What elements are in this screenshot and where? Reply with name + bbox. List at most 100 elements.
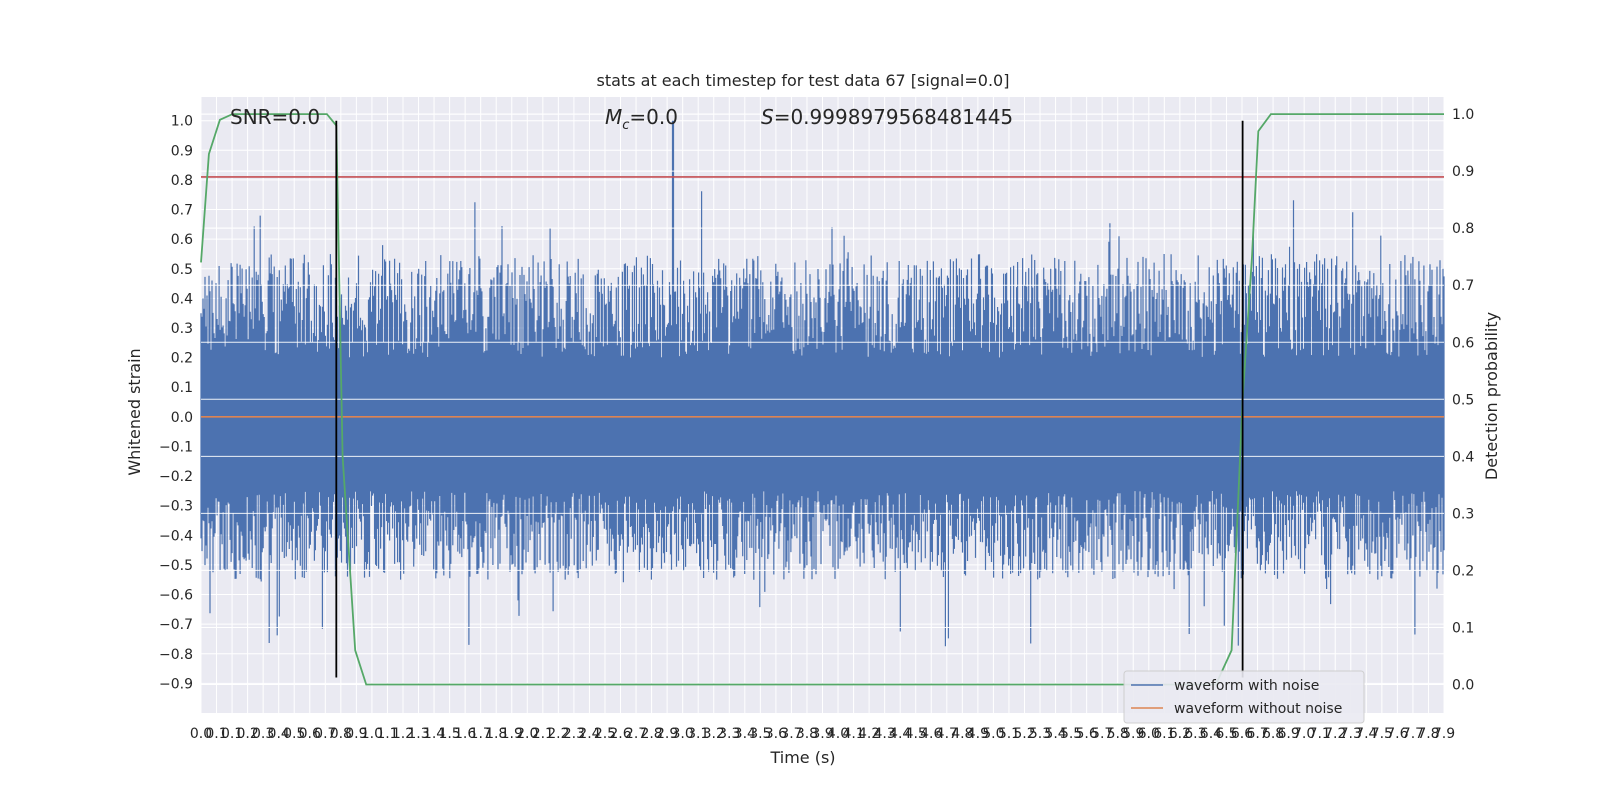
x-tick-label: 3.7: [780, 726, 802, 742]
x-tick-label: 6.0: [1138, 726, 1160, 742]
y-tick-label-right: 0.5: [1452, 392, 1474, 408]
x-tick-label: 7.5: [1371, 726, 1393, 742]
x-tick-label: 7.2: [1324, 726, 1346, 742]
x-tick-label: 1.8: [485, 726, 507, 742]
x-tick-label: 2.5: [594, 726, 616, 742]
x-axis-label: Time (s): [769, 748, 835, 767]
y-tick-label-right: 0.1: [1452, 620, 1474, 636]
x-tick-label: 7.1: [1309, 726, 1331, 742]
x-tick-label: 0.6: [299, 726, 321, 742]
x-tick-label: 1.3: [407, 726, 429, 742]
x-tick-label: 7.7: [1402, 726, 1424, 742]
y-tick-label-left: −0.8: [159, 647, 193, 663]
x-tick-label: 6.8: [1262, 726, 1284, 742]
x-tick-label: 2.1: [532, 726, 554, 742]
x-tick-label: 6.9: [1277, 726, 1299, 742]
x-tick-label: 7.4: [1355, 726, 1377, 742]
x-tick-label: 4.5: [905, 726, 927, 742]
score-symbol: S: [761, 105, 774, 129]
y-tick-label-right: 0.7: [1452, 278, 1474, 294]
x-tick-label: 1.4: [423, 726, 445, 742]
x-tick-label: 5.0: [982, 726, 1004, 742]
x-tick-label: 3.4: [734, 726, 756, 742]
x-tick-label: 4.1: [842, 726, 864, 742]
x-tick-label: 0.2: [236, 726, 258, 742]
x-tick-label: 7.3: [1340, 726, 1362, 742]
y-tick-label-right: 0.3: [1452, 506, 1474, 522]
x-tick-label: 4.7: [936, 726, 958, 742]
y-tick-label-right: 0.9: [1452, 164, 1474, 180]
x-tick-label: 5.2: [1013, 726, 1035, 742]
y-tick-label-left: −0.9: [159, 676, 193, 692]
x-tick-label: 4.2: [858, 726, 880, 742]
y-tick-label-left: 0.0: [171, 410, 193, 426]
x-tick-label: 6.5: [1215, 726, 1237, 742]
legend-label-clean: waveform without noise: [1174, 701, 1342, 717]
x-tick-label: 1.5: [438, 726, 460, 742]
x-tick-label: 2.7: [625, 726, 647, 742]
x-tick-label: 2.6: [609, 726, 631, 742]
y-tick-label-left: 0.9: [171, 143, 193, 159]
chirp-mass-subscript: c: [622, 118, 629, 133]
y-tick-label-left: 0.3: [171, 321, 193, 337]
score-value: =0.9998979568481445: [774, 105, 1013, 129]
x-tick-label: 1.7: [470, 726, 492, 742]
x-tick-label: 7.6: [1386, 726, 1408, 742]
x-tick-label: 7.8: [1417, 726, 1439, 742]
x-tick-label: 0.7: [314, 726, 336, 742]
x-tick-label: 6.3: [1184, 726, 1206, 742]
chirp-mass-value: =0.0: [629, 105, 678, 129]
legend: waveform with noise waveform without noi…: [1123, 670, 1365, 724]
y-tick-label-left: 0.1: [171, 380, 193, 396]
overlays: [200, 113, 1444, 686]
y-tick-label-left: 0.8: [171, 173, 193, 189]
y-tick-label-right: 0.6: [1452, 335, 1474, 351]
y-tick-label-left: −0.4: [159, 528, 193, 544]
y-tick-label-right: 0.0: [1452, 677, 1474, 693]
x-tick-label: 6.6: [1231, 726, 1253, 742]
x-tick-label: 2.8: [640, 726, 662, 742]
score-annotation: S=0.9998979568481445: [761, 105, 1013, 129]
snr-annotation: SNR=0.0: [230, 105, 320, 129]
x-tick-label: 3.8: [796, 726, 818, 742]
y-tick-label-left: −0.3: [159, 499, 193, 515]
x-tick-label: 3.6: [765, 726, 787, 742]
y-tick-label-left: −0.5: [159, 558, 193, 574]
ticks: 1.00.90.80.70.60.50.40.30.20.10.0−0.1−0.…: [159, 107, 1474, 742]
x-tick-label: 5.5: [1060, 726, 1082, 742]
x-tick-label: 0.3: [252, 726, 274, 742]
x-tick-label: 4.0: [827, 726, 849, 742]
x-tick-label: 1.1: [376, 726, 398, 742]
x-tick-label: 4.8: [951, 726, 973, 742]
x-tick-label: 0.9: [345, 726, 367, 742]
x-tick-label: 5.4: [1044, 726, 1066, 742]
x-tick-label: 0.1: [221, 726, 243, 742]
x-tick-label: 3.5: [749, 726, 771, 742]
y-axis-label-right: Detection probability: [1482, 312, 1501, 480]
chirp-mass-annotation: Mc=0.0: [605, 105, 678, 133]
y-tick-label-right: 1.0: [1452, 107, 1474, 123]
detection-probability-line: [200, 113, 1444, 686]
y-tick-label-right: 0.4: [1452, 449, 1474, 465]
y-tick-label-left: −0.1: [159, 439, 193, 455]
x-tick-label: 7.0: [1293, 726, 1315, 742]
x-tick-label: 5.1: [998, 726, 1020, 742]
x-tick-label: 5.3: [1029, 726, 1051, 742]
x-tick-label: 6.2: [1169, 726, 1191, 742]
x-tick-label: 1.9: [501, 726, 523, 742]
legend-box: [1123, 670, 1365, 724]
y-axis-label-left: Whitened strain: [125, 348, 144, 475]
x-tick-label: 2.4: [578, 726, 600, 742]
x-tick-label: 4.9: [967, 726, 989, 742]
x-tick-label: 5.7: [1091, 726, 1113, 742]
x-tick-label: 2.2: [547, 726, 569, 742]
x-tick-label: 0.8: [330, 726, 352, 742]
y-tick-label-left: 0.2: [171, 351, 193, 367]
x-tick-label: 3.3: [718, 726, 740, 742]
x-tick-label: 3.9: [811, 726, 833, 742]
y-tick-label-left: −0.7: [159, 617, 193, 633]
x-tick-label: 1.2: [392, 726, 414, 742]
x-tick-label: 5.6: [1076, 726, 1098, 742]
x-tick-label: 1.6: [454, 726, 476, 742]
